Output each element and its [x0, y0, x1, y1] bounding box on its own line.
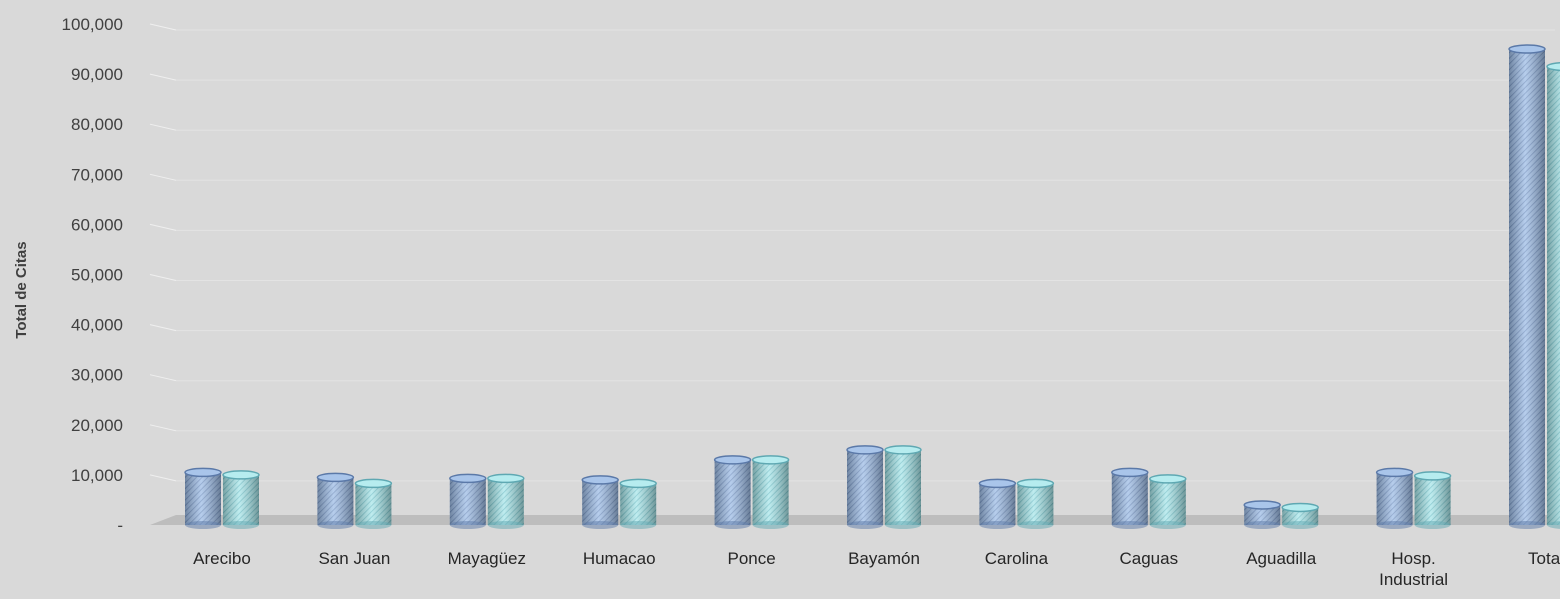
- y-tick-label: 20,000: [71, 416, 123, 435]
- gridline-depth: [149, 23, 177, 31]
- x-tick-label: Ponce: [727, 549, 775, 568]
- gridline-depth: [149, 274, 177, 281]
- x-tick-label: Aguadilla: [1246, 549, 1316, 568]
- x-axis-ticks: Arecibo San Juan Mayagüez Humacao Ponce Bayam…: [193, 549, 1560, 589]
- bar: [354, 478, 393, 529]
- bar: [846, 445, 884, 529]
- x-tick-label: San Juan: [318, 549, 390, 568]
- bar: [222, 470, 260, 529]
- x-tick-label: Hosp. Industrial: [1379, 549, 1448, 589]
- bar: [1508, 44, 1546, 529]
- y-tick-label: 10,000: [71, 466, 123, 485]
- gridlines: [149, 23, 1555, 482]
- y-tick-label: -: [117, 516, 123, 535]
- y-tick-label: 80,000: [71, 115, 123, 134]
- bar: [1413, 471, 1452, 529]
- bar: [1016, 478, 1055, 529]
- bar: [316, 472, 355, 529]
- bar: [978, 478, 1017, 529]
- x-tick-label: Caguas: [1119, 549, 1178, 568]
- y-axis-title: Total de Citas: [13, 241, 30, 338]
- bar: [1281, 502, 1319, 529]
- bar: [1243, 500, 1281, 529]
- x-tick-label: Mayagüez: [448, 549, 526, 568]
- y-axis-ticks: - 10,000 20,000 30,000 40,000 50,000 60,000 70,…: [62, 15, 123, 535]
- bar: [184, 467, 222, 529]
- bar: [581, 475, 619, 529]
- gridline-depth: [149, 474, 177, 482]
- bar: [884, 445, 922, 529]
- y-tick-label: 100,000: [62, 15, 123, 34]
- gridline-depth: [149, 73, 177, 81]
- y-tick-label: 90,000: [71, 65, 123, 84]
- bar: [1375, 467, 1414, 529]
- bar: [619, 478, 657, 529]
- x-tick-label: Carolina: [985, 549, 1049, 568]
- x-tick-label: Bayamón: [848, 549, 920, 568]
- y-tick-label: 70,000: [71, 165, 123, 184]
- gridline-depth: [149, 123, 177, 131]
- bar: [713, 455, 752, 529]
- y-tick-label: 30,000: [71, 366, 123, 385]
- gridline-depth: [149, 424, 177, 432]
- bar: [751, 455, 790, 529]
- y-tick-label: 60,000: [71, 215, 123, 234]
- bar: [1111, 467, 1149, 529]
- gridline-depth: [149, 173, 177, 181]
- x-tick-label: Arecibo: [193, 549, 251, 568]
- gridline-depth: [149, 223, 177, 231]
- bar: [487, 473, 525, 529]
- bar: [1546, 61, 1560, 529]
- bars: [184, 44, 1560, 529]
- gridline-depth: [149, 324, 177, 332]
- y-tick-label: 40,000: [71, 316, 123, 335]
- bar: [449, 473, 487, 529]
- gridline-depth: [149, 374, 177, 382]
- x-tick-label: Total: [1528, 549, 1560, 568]
- x-tick-label: Humacao: [583, 549, 656, 568]
- bar: [1149, 474, 1187, 529]
- y-tick-label: 50,000: [71, 266, 123, 285]
